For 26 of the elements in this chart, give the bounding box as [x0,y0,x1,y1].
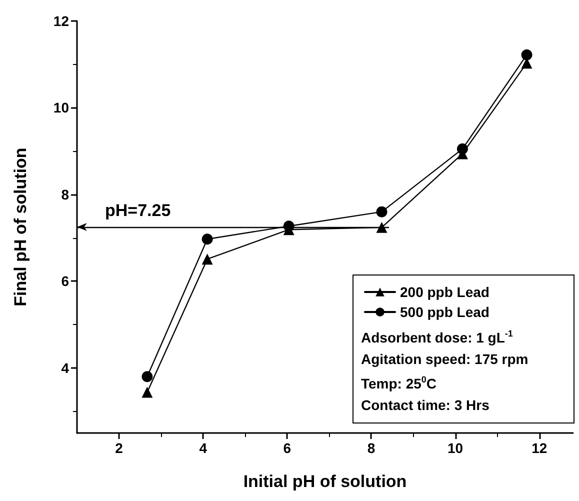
annotation: Contact time: 3 Hrs [361,397,490,413]
point [202,254,213,265]
x-tick-label: 4 [199,440,208,456]
y-tick-label: 8 [61,186,70,202]
x-tick-label: 8 [367,440,376,456]
x-tick-label: 2 [115,440,124,456]
y-tick-label: 6 [61,273,70,290]
y-axis-title: Final pH of solution [11,148,30,306]
point [376,206,388,218]
point [142,386,153,398]
x-tick-label: 6 [283,440,292,456]
legend-label: 200 ppb Lead [400,284,490,300]
y-tick-label: 10 [53,100,70,116]
point [521,49,532,60]
x-tick-label: 12 [532,440,548,456]
point [202,234,213,245]
y-tick-label: 4 [61,360,70,376]
annotation: Agitation speed: 175 rpm [361,351,528,367]
legend-label: 500 ppb Lead [400,304,490,320]
point [456,143,468,154]
point [376,222,388,233]
point [142,371,153,382]
x-tick-label: 10 [448,440,464,456]
x-axis-title: Initial pH of solution [243,472,407,491]
ref-line-label: pH=7.25 [105,201,171,220]
y-tick-label: 12 [53,13,70,29]
